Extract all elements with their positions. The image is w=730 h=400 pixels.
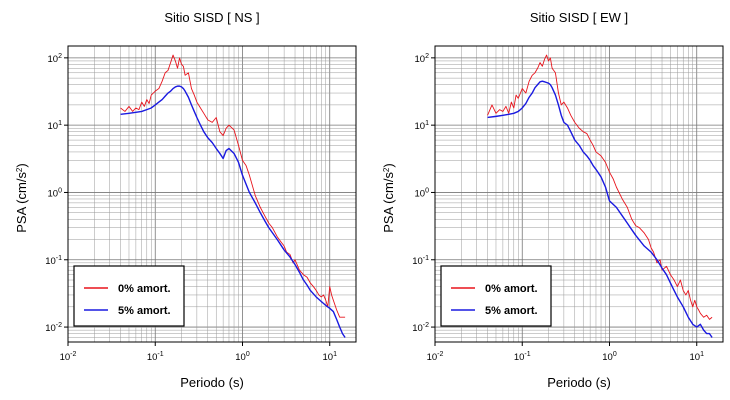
x-tick-exp: 1 [700,351,704,358]
y-tick-base: 10 [48,188,59,199]
x-tick-base: 10 [602,352,613,363]
y-tick-exp: 0 [425,187,429,194]
y-tick-label: 102 [48,53,63,65]
y-tick-base: 10 [412,323,423,334]
legend-ns: 0% amort. 5% amort. [73,265,185,327]
x-tick-exp: -1 [524,351,530,358]
legend-ew: 0% amort. 5% amort. [440,265,552,327]
y-tick-exp: -2 [423,322,429,329]
x-tick-label: 101 [689,351,704,363]
y-tick-base: 10 [48,121,59,132]
chart-panel-ew: Sitio SISD [ EW ] Periodo (s) PSA (cm/s2… [381,10,724,390]
x-tick-base: 10 [235,352,246,363]
y-tick-base: 10 [412,256,423,267]
x-tick-label: 101 [322,351,337,363]
y-tick-exp: 1 [425,120,429,127]
legend-label: 5% amort. [118,305,171,317]
y-tick-base: 10 [45,256,56,267]
chart-title-ns: Sitio SISD [ NS ] [164,10,259,25]
x-tick-exp: 0 [613,351,617,358]
legend-label: 0% amort. [485,283,538,295]
y-tick-exp: -2 [56,322,62,329]
y-axis-label-ew-close: ) [381,163,396,167]
x-tick-exp: 0 [246,351,250,358]
x-tick-label: 100 [602,351,617,363]
x-tick-exp: -1 [157,351,163,358]
x-tick-exp: -2 [437,351,443,358]
series-line-amort-0 [487,54,713,320]
plot-frame [67,45,357,343]
legend-label: 0% amort. [118,283,171,295]
y-tick-exp: 0 [58,187,62,194]
y-axis-label-ew-main: PSA (cm/s [381,172,396,233]
x-tick-base: 10 [514,352,525,363]
y-tick-label: 100 [415,187,430,199]
series-ew [487,54,713,338]
y-tick-label: 10-1 [45,255,62,267]
y-tick-exp: 2 [425,53,429,60]
x-tick-label: 100 [235,351,250,363]
y-tick-exp: 1 [58,120,62,127]
y-tick-exp: -1 [56,255,62,262]
x-axis-label-ew: Periodo (s) [547,375,611,390]
y-axis-label-ns-main: PSA (cm/s [14,172,29,233]
legend-box [440,265,552,327]
y-tick-base: 10 [45,323,56,334]
series-line-amort-0 [120,54,346,318]
y-tick-label: 10-2 [412,322,429,334]
series-line-amort-5 [487,80,713,338]
y-tick-label: 101 [48,120,63,132]
y-tick-base: 10 [415,54,426,65]
y-tick-label: 101 [415,120,430,132]
legend-box [73,265,185,327]
y-axis-label-ns-close: ) [14,163,29,167]
y-axis-label-ns: PSA (cm/s2) [14,163,29,232]
y-axis-label-ns-sup: 2 [15,167,24,172]
y-tick-exp: 2 [58,53,62,60]
x-tick-base: 10 [60,352,71,363]
series-ns [120,54,346,338]
chart-panel-ns: Sitio SISD [ NS ] Periodo (s) PSA (cm/s2… [14,10,357,390]
y-tick-exp: -1 [423,255,429,262]
x-tick-base: 10 [322,352,333,363]
series-line-amort-5 [120,85,346,338]
x-tick-label: 10-2 [427,351,444,363]
plot-frame [434,45,724,343]
y-tick-label: 100 [48,187,63,199]
y-tick-base: 10 [48,54,59,65]
x-tick-label: 10-1 [514,351,531,363]
x-tick-exp: 1 [333,351,337,358]
y-tick-base: 10 [415,188,426,199]
y-axis-label-ew: PSA (cm/s2) [381,163,396,232]
y-tick-label: 10-1 [412,255,429,267]
y-tick-label: 102 [415,53,430,65]
y-axis-label-ew-sup: 2 [382,167,391,172]
x-tick-base: 10 [147,352,158,363]
x-tick-base: 10 [689,352,700,363]
x-tick-label: 10-2 [60,351,77,363]
x-axis-label-ns: Periodo (s) [180,375,244,390]
legend-label: 5% amort. [485,305,538,317]
y-tick-base: 10 [415,121,426,132]
y-tick-label: 10-2 [45,322,62,334]
chart-title-ew: Sitio SISD [ EW ] [530,10,628,25]
x-tick-exp: -2 [70,351,76,358]
x-tick-label: 10-1 [147,351,164,363]
x-tick-base: 10 [427,352,438,363]
